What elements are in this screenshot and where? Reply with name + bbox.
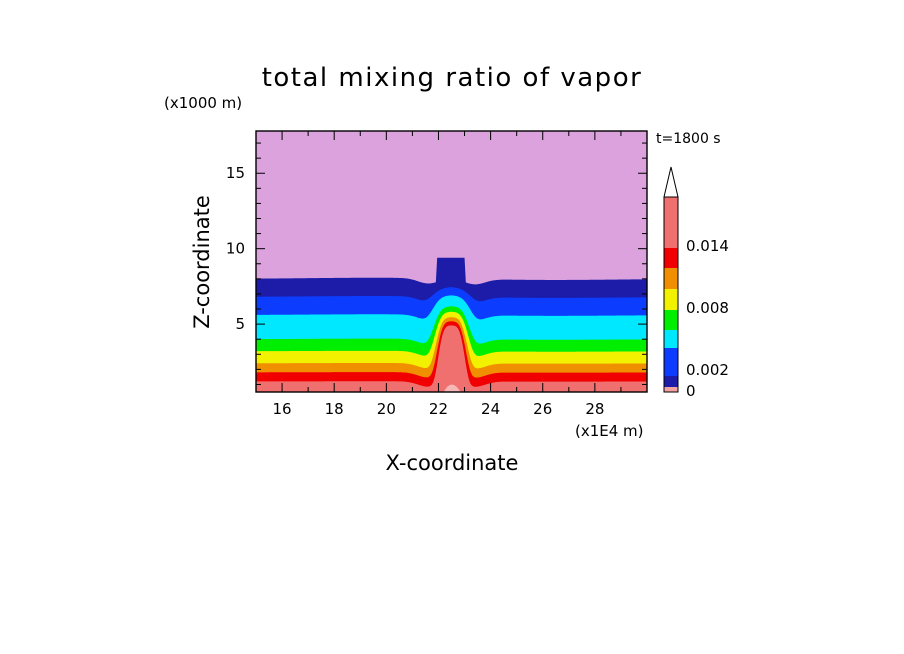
x-tick-label: 18 xyxy=(325,400,344,418)
x-tick-label: 16 xyxy=(273,400,292,418)
plot-frame xyxy=(255,130,648,393)
colorbar-segment xyxy=(664,197,678,248)
x-tick-label: 28 xyxy=(585,400,604,418)
x-tick-label: 26 xyxy=(533,400,552,418)
colorbar-label: 0.014 xyxy=(686,237,729,255)
contour-band xyxy=(256,325,647,392)
colorbar-extend-arrow xyxy=(663,166,679,198)
colorbar-segment xyxy=(664,268,678,289)
colorbar-segment xyxy=(664,248,678,268)
x-tick-label: 22 xyxy=(429,400,448,418)
x-tick-label: 24 xyxy=(481,400,500,418)
chart-title: total mixing ratio of vapor xyxy=(262,63,643,93)
y-axis-label: Z-coordinate xyxy=(190,195,214,329)
contour-band xyxy=(443,384,461,392)
colorbar-label: 0.002 xyxy=(686,361,729,379)
y-tick-label: 5 xyxy=(235,315,245,333)
x-axis-unit: (x1E4 m) xyxy=(575,422,644,440)
colorbar-segment xyxy=(664,387,678,392)
x-tick-label: 20 xyxy=(377,400,396,418)
colorbar: 0 0.002 0.008 0.014 xyxy=(663,166,729,400)
y-tick-label: 10 xyxy=(226,240,245,258)
colorbar-segment xyxy=(664,330,678,348)
colorbar-segment xyxy=(664,289,678,310)
x-axis-label: X-coordinate xyxy=(386,451,519,475)
y-unit-label: (x1000 m) xyxy=(164,94,242,112)
plot-area: 16 18 20 22 24 26 28 5 10 15 xyxy=(226,130,648,418)
colorbar-segment xyxy=(664,376,678,387)
colorbar-label: 0 xyxy=(686,382,696,400)
y-tick-label: 15 xyxy=(226,164,245,182)
colorbar-label: 0.008 xyxy=(686,299,729,317)
time-label: t=1800 s xyxy=(656,131,721,147)
colorbar-segment xyxy=(664,348,678,376)
colorbar-segment xyxy=(664,310,678,330)
